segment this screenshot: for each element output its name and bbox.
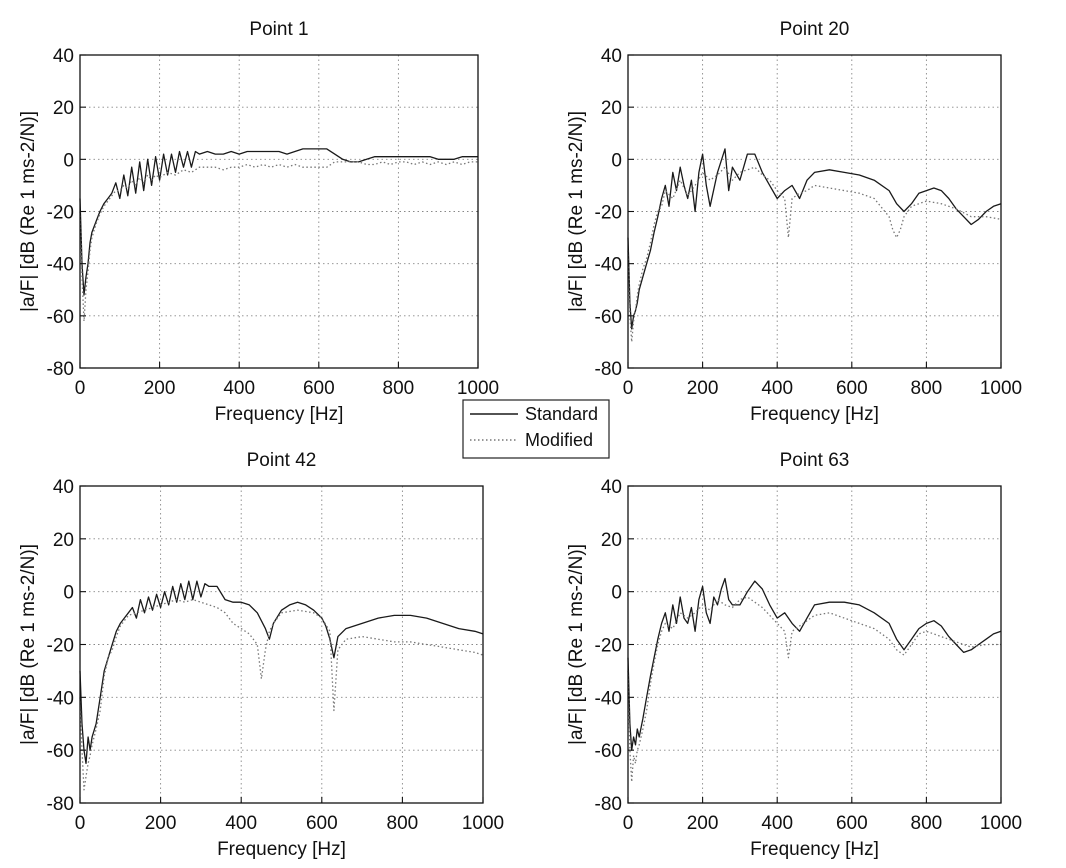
legend-box xyxy=(462,399,610,459)
y-tick-label: -60 xyxy=(595,741,622,762)
y-axis-label: |a/F| [dB (Re 1 ms-2/N)] xyxy=(566,111,587,312)
series-line-modified xyxy=(627,596,1001,783)
x-tick-label: 800 xyxy=(387,813,419,834)
y-tick-label: -20 xyxy=(595,636,622,657)
x-axis-label: Frequency [Hz] xyxy=(750,404,879,425)
series-line-modified xyxy=(79,598,484,791)
subplot-4: 0 200 400 600 800 1000 -80 -60 -40 -20 0 20 40 Point … xyxy=(566,450,1022,860)
series-line-modified xyxy=(79,161,478,322)
y-tick-label: 0 xyxy=(611,150,622,171)
x-tick-label: 800 xyxy=(911,378,943,399)
x-tick-label: 1000 xyxy=(462,813,504,834)
y-tick-label: -40 xyxy=(47,255,74,276)
y-tick-label: -40 xyxy=(595,255,622,276)
plot-area xyxy=(80,486,483,803)
x-tick-label: 200 xyxy=(145,813,177,834)
x-tick-label: 0 xyxy=(623,378,634,399)
x-tick-label: 400 xyxy=(225,813,257,834)
subplot-title: Point 20 xyxy=(780,19,850,40)
y-tick-label: 20 xyxy=(53,530,74,551)
x-tick-label: 800 xyxy=(383,378,415,399)
y-tick-label: 20 xyxy=(601,98,622,119)
x-tick-label: 0 xyxy=(75,378,86,399)
x-tick-label: 400 xyxy=(761,813,793,834)
y-tick-label: -20 xyxy=(595,203,622,224)
legend: Standard Modified xyxy=(462,399,610,459)
y-tick-label: 40 xyxy=(601,477,622,498)
x-tick-label: 200 xyxy=(687,813,719,834)
series-line-modified xyxy=(627,166,1002,343)
subplot-title: Point 63 xyxy=(780,450,850,471)
subplot-1: 0 200 400 600 800 1000 -80 -60 -40 -20 0 20 40 Point … xyxy=(18,19,499,425)
y-tick-label: 40 xyxy=(53,46,74,67)
y-axis-label: |a/F| [dB (Re 1 ms-2/N)] xyxy=(18,111,39,312)
y-tick-label: -60 xyxy=(47,307,74,328)
y-tick-label: -80 xyxy=(47,359,74,380)
x-tick-label: 0 xyxy=(623,813,634,834)
y-tick-label: 0 xyxy=(63,150,74,171)
plot-area xyxy=(628,55,1001,368)
series-line-standard xyxy=(627,148,1002,330)
y-tick-label: 40 xyxy=(601,46,622,67)
y-tick-label: -80 xyxy=(47,794,74,815)
x-tick-label: 1000 xyxy=(980,813,1022,834)
y-axis-label: |a/F| [dB (Re 1 ms-2/N)] xyxy=(566,544,587,745)
x-tick-label: 400 xyxy=(223,378,255,399)
x-axis-label: Frequency [Hz] xyxy=(750,839,879,860)
x-tick-label: 200 xyxy=(687,378,719,399)
series-line-standard xyxy=(79,580,484,765)
legend-modified-label: Modified xyxy=(525,430,593,450)
subplot-title: Point 1 xyxy=(249,19,308,40)
x-tick-label: 600 xyxy=(836,813,868,834)
legend-standard-label: Standard xyxy=(525,404,598,424)
y-tick-label: 0 xyxy=(63,583,74,604)
x-tick-label: 600 xyxy=(836,378,868,399)
subplot-3: 0 200 400 600 800 1000 -80 -60 -40 -20 0 20 40 Point … xyxy=(18,450,504,860)
x-tick-label: 400 xyxy=(761,378,793,399)
y-tick-label: -20 xyxy=(47,636,74,657)
y-tick-label: -60 xyxy=(47,741,74,762)
subplot-2: 0 200 400 600 800 1000 -80 -60 -40 -20 0 20 40 Point … xyxy=(566,19,1022,425)
y-tick-label: 0 xyxy=(611,583,622,604)
plot-area xyxy=(628,486,1001,803)
subplot-grid: 0 200 400 600 800 1000-80-60-40-2002040Point … xyxy=(18,19,1022,860)
x-tick-label: 600 xyxy=(303,378,335,399)
y-tick-label: -20 xyxy=(47,203,74,224)
y-tick-label: -60 xyxy=(595,307,622,328)
y-tick-label: 20 xyxy=(53,98,74,119)
y-tick-label: 40 xyxy=(53,477,74,498)
x-axis-label: Frequency [Hz] xyxy=(215,404,344,425)
x-tick-label: 0 xyxy=(75,813,86,834)
y-axis-label: |a/F| [dB (Re 1 ms-2/N)] xyxy=(18,544,39,745)
x-tick-label: 1000 xyxy=(457,378,499,399)
x-tick-label: 1000 xyxy=(980,378,1022,399)
series-line-standard xyxy=(79,148,478,296)
y-tick-label: -40 xyxy=(595,688,622,709)
y-tick-label: -80 xyxy=(595,359,622,380)
series-line-standard xyxy=(627,577,1002,751)
x-tick-label: 600 xyxy=(306,813,338,834)
y-tick-label: -40 xyxy=(47,688,74,709)
x-axis-label: Frequency [Hz] xyxy=(217,839,346,860)
x-tick-label: 800 xyxy=(911,813,943,834)
y-tick-label: 20 xyxy=(601,530,622,551)
x-tick-label: 200 xyxy=(144,378,176,399)
y-tick-label: -80 xyxy=(595,794,622,815)
subplot-title: Point 42 xyxy=(247,450,317,471)
